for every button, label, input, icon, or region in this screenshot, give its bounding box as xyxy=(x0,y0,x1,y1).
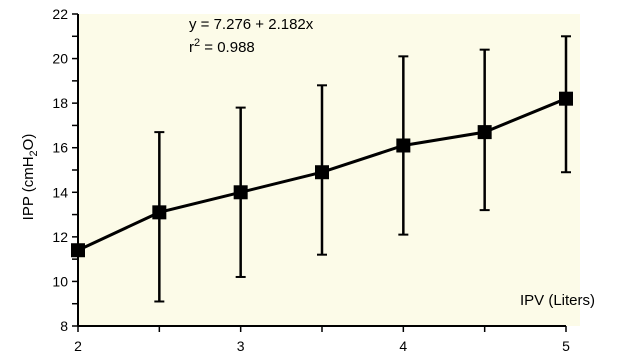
data-point xyxy=(396,138,411,153)
x-tick-label: 3 xyxy=(237,338,245,354)
data-point xyxy=(233,185,248,200)
x-axis-title: IPV (Liters) xyxy=(520,292,595,309)
y-axis-title: IPP (cmH2O) xyxy=(20,134,40,221)
y-tick-label: 10 xyxy=(52,273,68,289)
equation-annotation: y = 7.276 + 2.182x xyxy=(189,16,314,33)
y-axis-title-subscript: 2 xyxy=(28,150,40,156)
data-point xyxy=(477,125,492,140)
y-tick-label: 20 xyxy=(52,51,68,67)
r-squared-value: = 0.988 xyxy=(200,39,255,56)
r-squared-superscript: 2 xyxy=(194,37,200,49)
r-squared-annotation: r2 = 0.988 xyxy=(189,37,255,56)
y-tick-label: 18 xyxy=(52,95,68,111)
y-axis-title-prefix: IPP (cmH xyxy=(20,156,37,220)
r-squared-symbol: r xyxy=(189,39,194,56)
y-tick-label: 8 xyxy=(60,318,68,334)
x-tick-label: 5 xyxy=(562,338,570,354)
series-layer xyxy=(71,35,573,303)
y-tick-label: 16 xyxy=(52,140,68,156)
x-tick-label: 4 xyxy=(399,338,407,354)
data-point xyxy=(152,205,167,220)
x-tick-label: 2 xyxy=(74,338,82,354)
y-axis-title-suffix: O) xyxy=(20,134,37,151)
y-tick-label: 22 xyxy=(52,6,68,22)
data-point xyxy=(315,165,329,180)
data-point xyxy=(559,91,573,106)
y-tick-label: 12 xyxy=(52,229,68,245)
y-tick-label: 14 xyxy=(52,184,68,200)
